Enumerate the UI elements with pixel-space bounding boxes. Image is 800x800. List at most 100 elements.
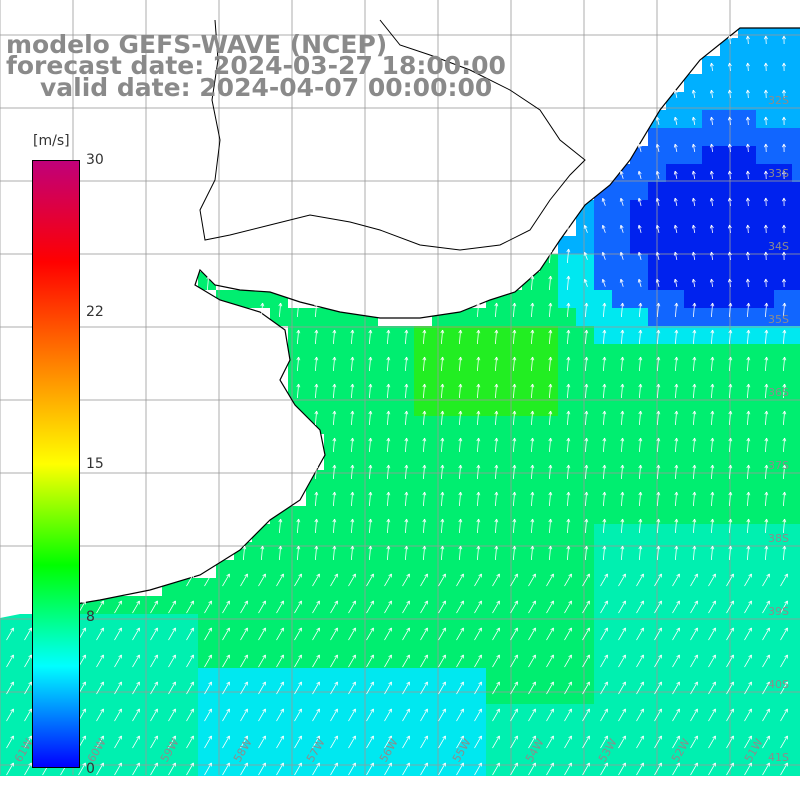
wind-cell bbox=[630, 326, 648, 344]
wind-cell bbox=[720, 650, 738, 668]
wind-cell bbox=[720, 236, 738, 254]
wind-cell bbox=[306, 668, 324, 686]
wind-arrow bbox=[546, 600, 554, 614]
wind-arrow bbox=[422, 329, 427, 345]
wind-cell bbox=[630, 398, 648, 416]
wind-cell bbox=[522, 686, 540, 704]
wind-cell bbox=[144, 632, 162, 650]
wind-cell bbox=[162, 722, 180, 740]
wind-cell bbox=[630, 578, 648, 596]
wind-arrow bbox=[530, 302, 535, 318]
wind-cell bbox=[594, 434, 612, 452]
wind-arrow bbox=[474, 573, 482, 587]
wind-arrow bbox=[584, 383, 589, 399]
wind-cell bbox=[342, 542, 360, 560]
wind-arrow bbox=[314, 410, 319, 426]
wind-cell bbox=[468, 650, 486, 668]
wind-cell bbox=[180, 632, 198, 650]
wind-arrow bbox=[636, 708, 644, 722]
wind-cell bbox=[162, 740, 180, 758]
wind-arrow bbox=[332, 410, 337, 426]
wind-arrow bbox=[763, 251, 768, 261]
wind-cell bbox=[504, 326, 522, 344]
wind-arrow bbox=[384, 762, 392, 776]
wind-arrow bbox=[745, 251, 750, 261]
wind-arrow bbox=[762, 600, 770, 614]
wind-arrow bbox=[312, 600, 320, 614]
wind-arrow bbox=[690, 600, 698, 614]
wind-cell bbox=[360, 704, 378, 722]
wind-arrow bbox=[692, 518, 697, 534]
wind-cell bbox=[720, 434, 738, 452]
wind-arrow bbox=[548, 491, 553, 507]
wind-cell bbox=[18, 650, 36, 668]
wind-cell bbox=[612, 236, 630, 254]
wind-cell bbox=[378, 434, 396, 452]
wind-cell bbox=[198, 650, 216, 668]
wind-cell bbox=[630, 506, 648, 524]
wind-cell bbox=[702, 182, 720, 200]
wind-cell bbox=[414, 416, 432, 434]
wind-cell bbox=[360, 650, 378, 668]
wind-cell bbox=[252, 722, 270, 740]
wind-cell bbox=[684, 236, 702, 254]
wind-arrow bbox=[763, 197, 768, 207]
wind-cell bbox=[216, 668, 234, 686]
wind-arrow bbox=[672, 627, 680, 641]
wind-cell bbox=[432, 542, 450, 560]
wind-cell bbox=[0, 704, 18, 722]
wind-cell bbox=[774, 452, 792, 470]
wind-cell bbox=[90, 650, 108, 668]
wind-arrow bbox=[620, 410, 625, 426]
wind-arrow bbox=[494, 383, 499, 399]
wind-arrow bbox=[456, 762, 464, 776]
wind-cell bbox=[702, 524, 720, 542]
wind-arrow bbox=[492, 681, 500, 695]
wind-cell bbox=[414, 740, 432, 758]
wind-arrow bbox=[384, 735, 392, 749]
wind-arrow bbox=[440, 383, 445, 399]
wind-cell bbox=[198, 632, 216, 650]
wind-arrow bbox=[637, 224, 642, 233]
wind-arrow bbox=[654, 762, 662, 776]
wind-arrow bbox=[710, 437, 715, 453]
wind-arrow bbox=[692, 383, 697, 399]
wind-arrow bbox=[764, 329, 769, 345]
wind-cell bbox=[612, 290, 630, 308]
wind-arrow bbox=[96, 654, 104, 668]
wind-arrow bbox=[258, 600, 266, 614]
wind-cell bbox=[684, 128, 702, 146]
wind-arrow bbox=[566, 437, 571, 453]
wind-cell bbox=[540, 668, 558, 686]
wind-arrow bbox=[186, 627, 194, 641]
wind-arrow bbox=[582, 762, 590, 776]
wind-arrow bbox=[763, 35, 768, 45]
wind-cell bbox=[720, 344, 738, 362]
coastline-path bbox=[39, 27, 800, 611]
wind-cell bbox=[756, 254, 774, 272]
wind-arrow bbox=[637, 143, 642, 152]
wind-arrow bbox=[619, 170, 624, 179]
wind-cell bbox=[666, 614, 684, 632]
wind-cell bbox=[324, 416, 342, 434]
wind-cell bbox=[576, 344, 594, 362]
wind-cell bbox=[450, 668, 468, 686]
wind-arrow bbox=[620, 356, 625, 372]
wind-arrow bbox=[762, 627, 770, 641]
wind-cell bbox=[378, 650, 396, 668]
wind-cell bbox=[216, 758, 234, 776]
wind-cell bbox=[738, 686, 756, 704]
wind-cell bbox=[684, 614, 702, 632]
wind-arrow bbox=[548, 248, 553, 264]
wind-cell bbox=[594, 452, 612, 470]
wind-arrow bbox=[222, 573, 230, 587]
wind-cell bbox=[684, 650, 702, 668]
wind-cell bbox=[594, 200, 612, 218]
wind-cell bbox=[162, 758, 180, 776]
wind-cell bbox=[558, 236, 576, 254]
wind-cell bbox=[144, 686, 162, 704]
wind-cell bbox=[396, 704, 414, 722]
wind-cell bbox=[432, 722, 450, 740]
wind-cell bbox=[414, 344, 432, 362]
wind-arrow bbox=[782, 116, 786, 126]
